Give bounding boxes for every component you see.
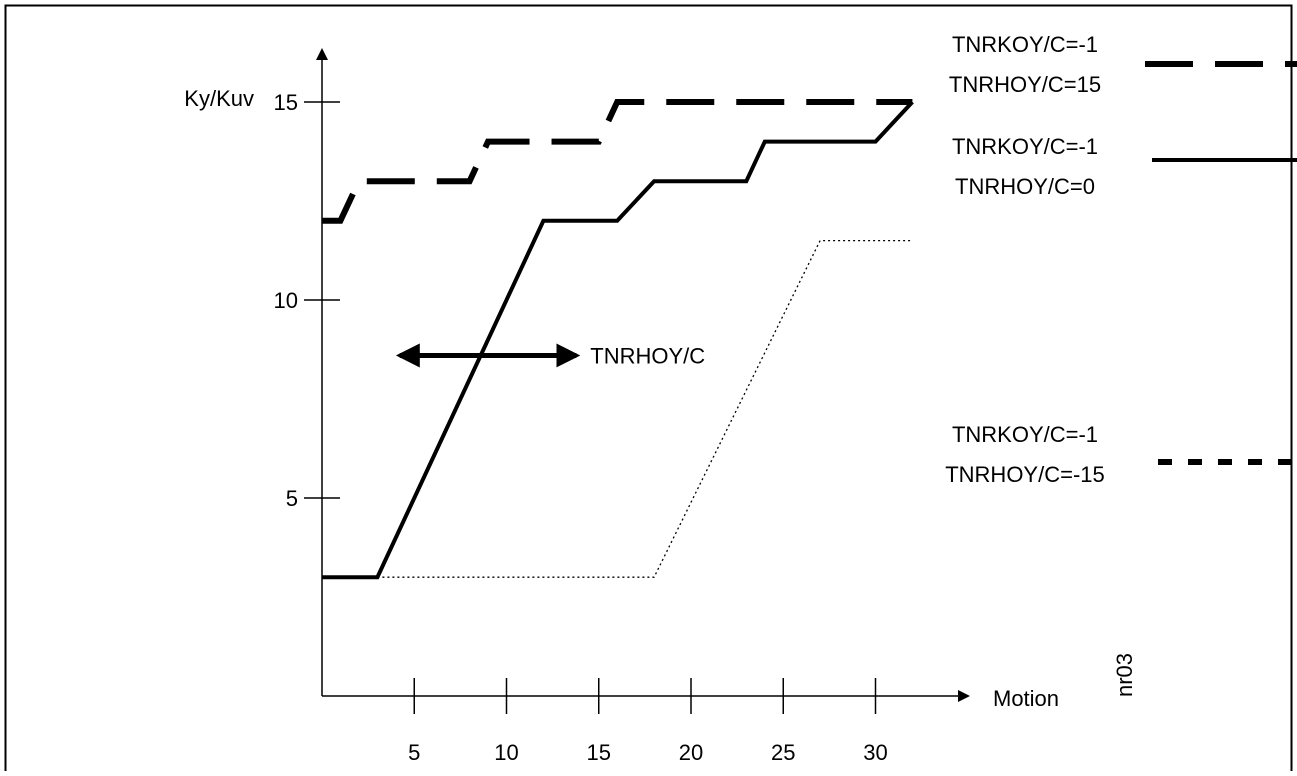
legend-label-line1: TNRKOY/C=-1 [952, 422, 1098, 447]
y-tick-label: 10 [274, 288, 298, 313]
y-tick-label: 15 [274, 90, 298, 115]
x-tick-label: 20 [679, 740, 703, 765]
legend-label-line1: TNRKOY/C=-1 [952, 32, 1098, 57]
legend-label-line2: TNRHOY/C=15 [949, 72, 1101, 97]
y-tick-label: 5 [286, 486, 298, 511]
series-line-solid [322, 100, 914, 580]
y-ticks: 5 10 15 [274, 90, 340, 511]
series-layer [322, 99, 914, 580]
annotation-label: TNRHOY/C [590, 343, 705, 368]
series-line-dashed [322, 99, 913, 224]
x-ticks: 5 10 15 20 25 30 [408, 678, 888, 765]
x-tick-label: 10 [494, 740, 518, 765]
x-axis-title: Motion [993, 686, 1059, 711]
x-tick-label: 30 [863, 740, 887, 765]
legend: TNRKOY/C=-1 TNRHOY/C=15 TNRKOY/C=-1 TNRHOY/… [945, 32, 1297, 487]
x-tick-label: 5 [408, 740, 420, 765]
y-axis-title: Ky/Kuv [184, 86, 254, 111]
legend-label-line1: TNRKOY/C=-1 [952, 134, 1098, 159]
corner-label: nr03 [1112, 653, 1137, 697]
x-tick-label: 25 [771, 740, 795, 765]
legend-label-line2: TNRHOY/C=0 [955, 174, 1095, 199]
x-tick-label: 15 [587, 740, 611, 765]
legend-label-line2: TNRHOY/C=-15 [945, 462, 1105, 487]
annotations: TNRHOY/C [395, 343, 705, 368]
frame-border [4, 4, 1293, 776]
